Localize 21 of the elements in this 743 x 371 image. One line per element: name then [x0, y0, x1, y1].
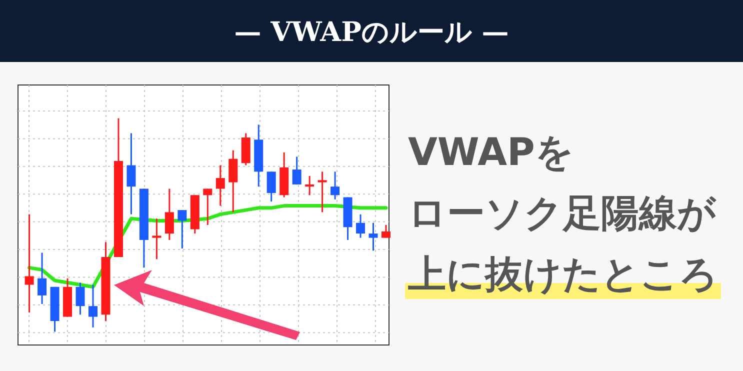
candlestick [88, 284, 98, 328]
candlestick [152, 218, 162, 260]
candlestick [318, 170, 327, 213]
text: VWAPを [408, 130, 574, 174]
candlestick [164, 188, 174, 241]
candlestick [126, 132, 136, 216]
candlestick [228, 150, 238, 213]
candlestick [178, 209, 187, 250]
candlestick [330, 170, 340, 200]
candlestick [368, 222, 378, 252]
candlestick [76, 282, 85, 316]
candlestick [216, 164, 225, 207]
candlestick [266, 170, 276, 202]
candlestick [356, 214, 366, 239]
chart-title: — VWAPのルール — [234, 17, 509, 48]
candlestick [203, 188, 212, 226]
candlestick [38, 252, 47, 305]
text: ローソク足陽線が [408, 191, 717, 235]
candlestick [305, 175, 314, 196]
candlestick [382, 224, 390, 239]
candlestick [292, 156, 302, 186]
